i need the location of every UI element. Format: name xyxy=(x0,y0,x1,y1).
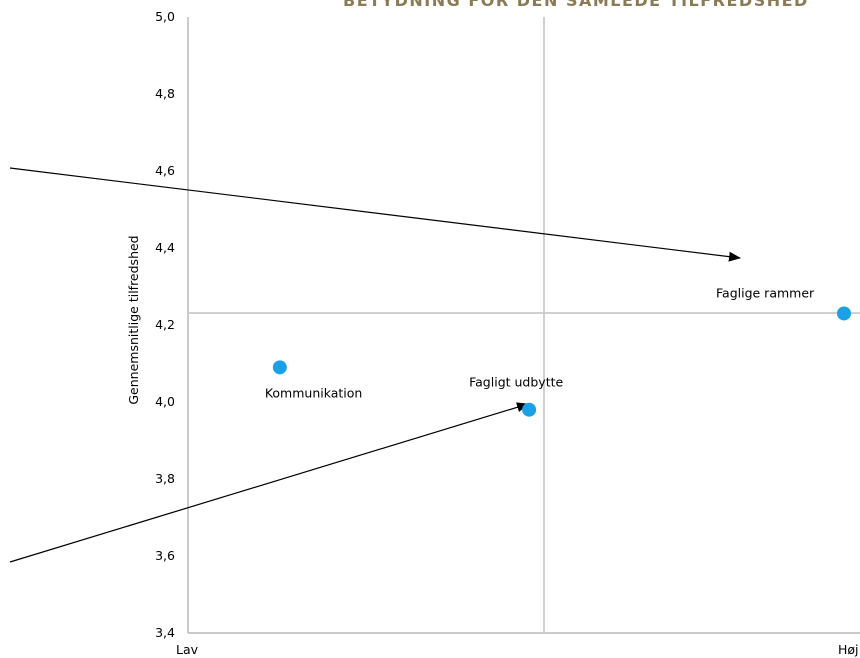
y-tick-label: 4,2 xyxy=(155,317,175,332)
y-tick-label: 4,8 xyxy=(155,86,175,101)
y-tick-label: 3,4 xyxy=(155,625,175,640)
data-point-label: Kommunikation xyxy=(265,385,363,400)
x-tick-label-low: Lav xyxy=(176,642,199,657)
arrow-upper xyxy=(9,167,741,262)
y-axis-title: Gennemsnitlige tilfredshed xyxy=(126,235,141,404)
data-points: Kommunikation Fagligt udbytte Faglige ramm… xyxy=(265,285,851,417)
data-point xyxy=(272,360,287,375)
data-point-label: Faglige rammer xyxy=(716,285,815,300)
data-point xyxy=(837,306,851,321)
y-tick-label: 4,0 xyxy=(155,394,175,409)
data-point xyxy=(522,402,537,417)
y-tick-label: 3,8 xyxy=(155,471,175,486)
y-tick-label: 5,0 xyxy=(155,9,175,24)
y-tick-label: 3,6 xyxy=(155,548,175,563)
x-tick-label-high: Høj xyxy=(838,642,859,657)
chart-title: BETYDNING FOR DEN SAMLEDE TILFREDSHED xyxy=(343,0,809,10)
y-tick-labels: 3,4 3,6 3,8 4,0 4,2 4,4 4,6 4,8 5,0 xyxy=(155,9,175,640)
y-tick-label: 4,4 xyxy=(155,240,175,255)
data-point-label: Fagligt udbytte xyxy=(469,375,563,390)
y-tick-label: 4,6 xyxy=(155,163,175,178)
arrow-lower xyxy=(9,402,529,563)
